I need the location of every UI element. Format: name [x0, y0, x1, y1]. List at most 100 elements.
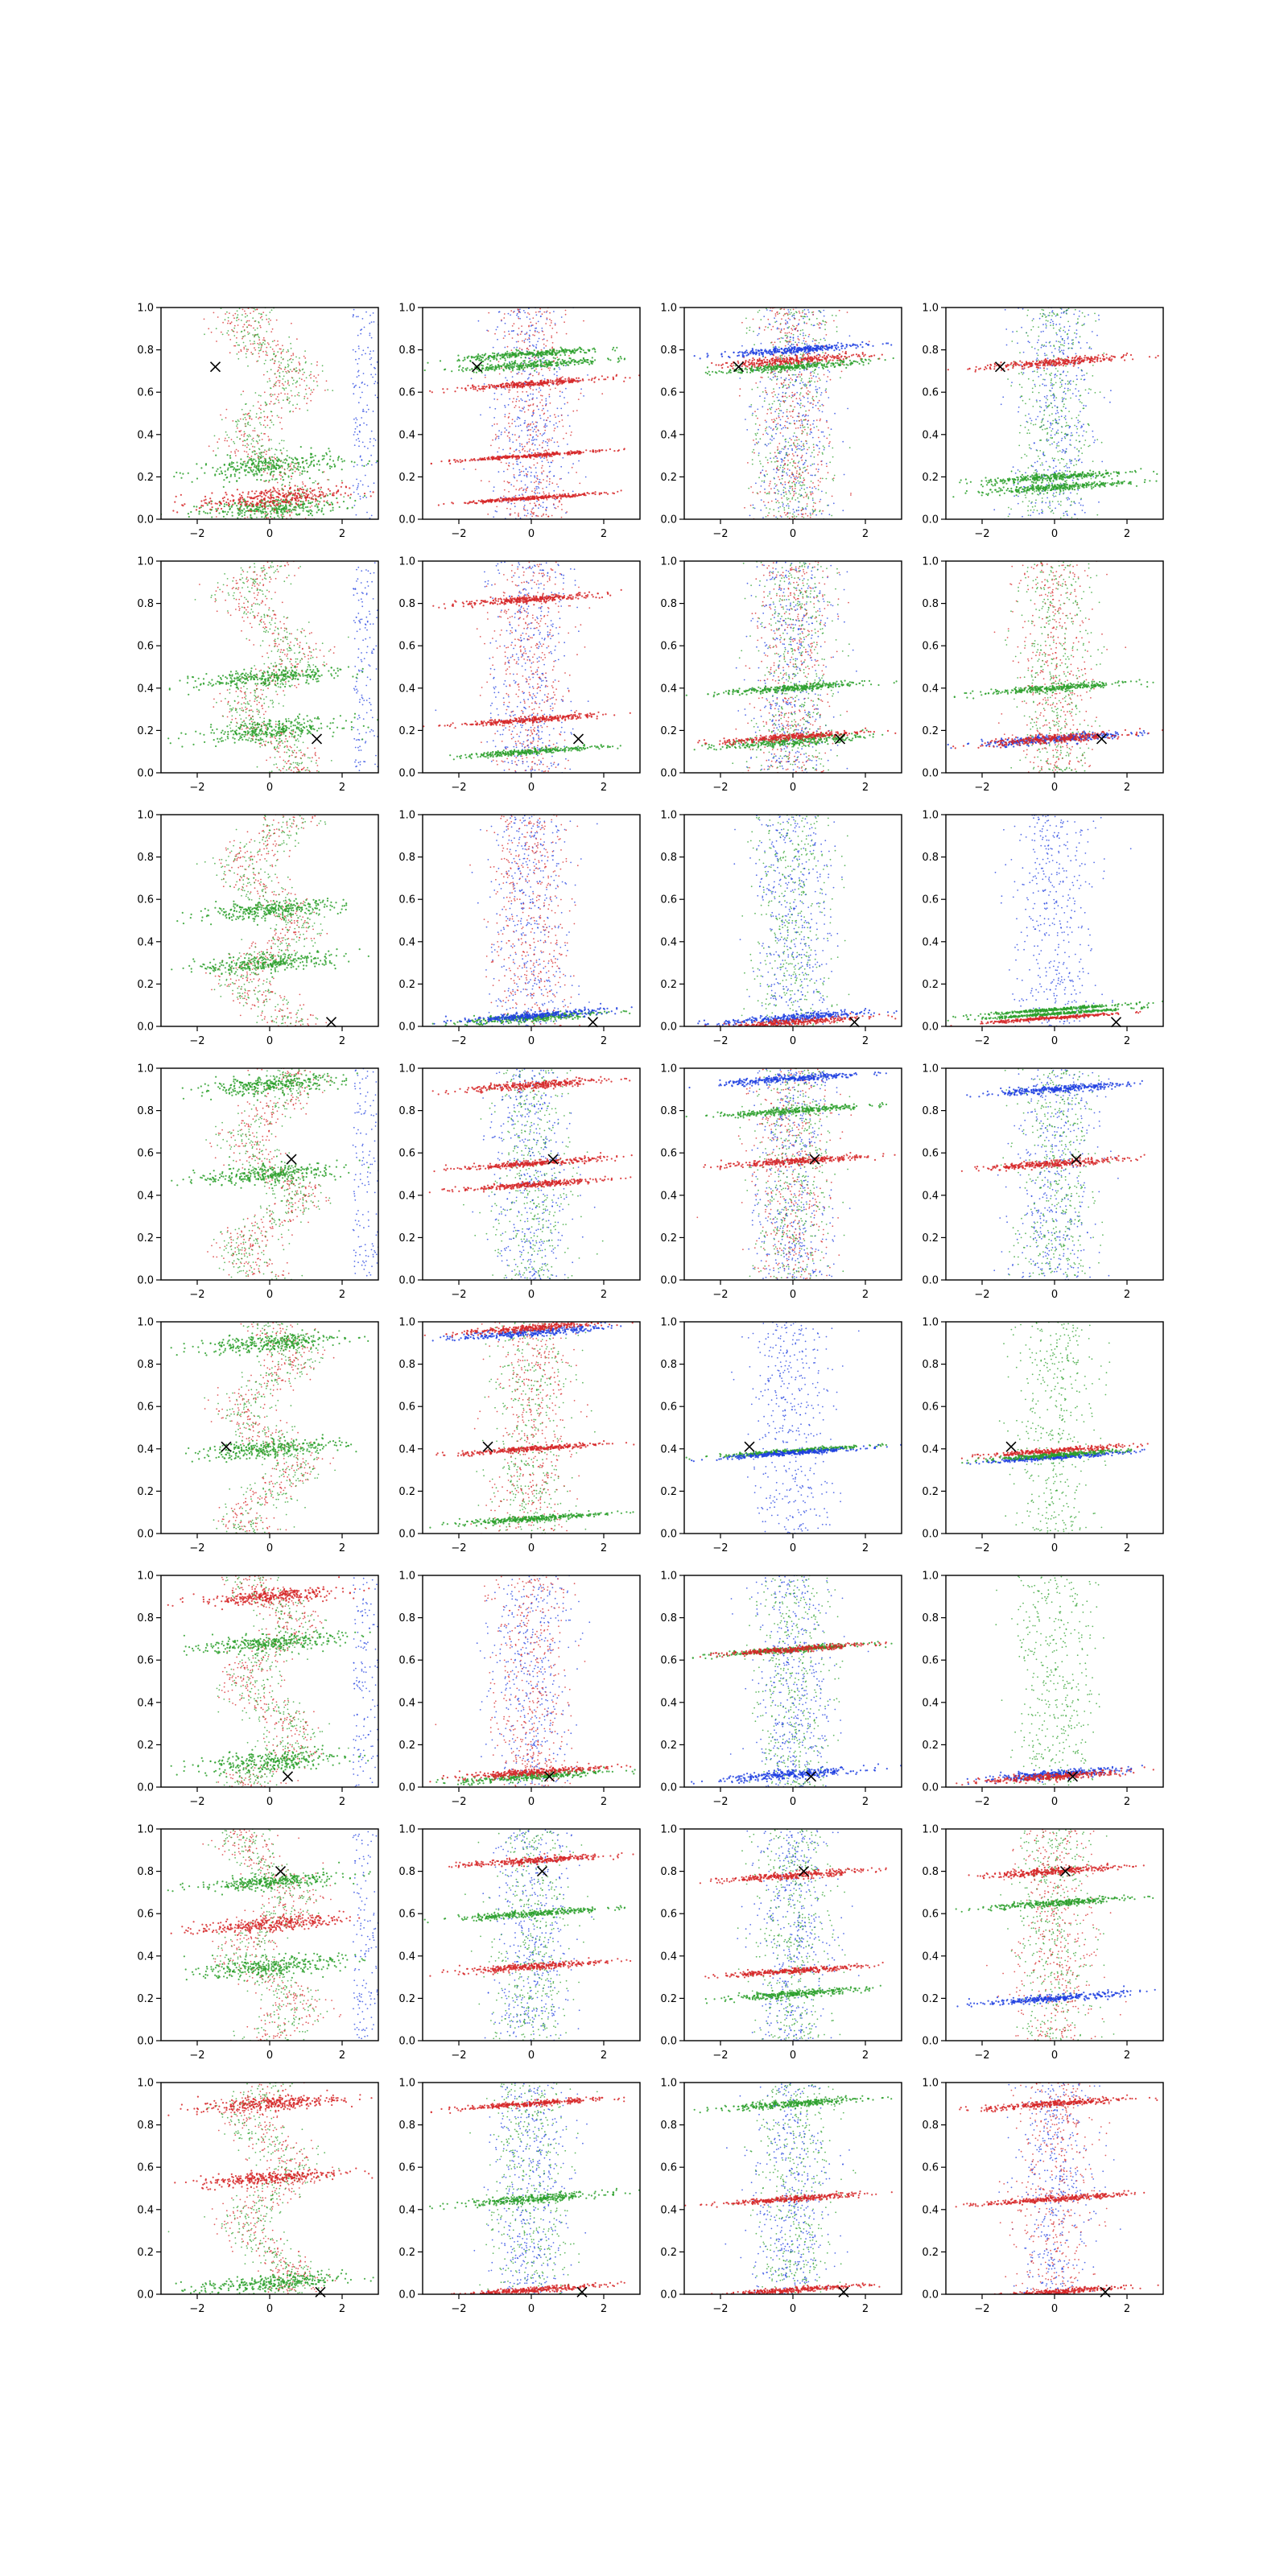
- data-point: [803, 426, 806, 428]
- data-point: [539, 415, 541, 417]
- data-point: [506, 429, 508, 431]
- data-point: [282, 500, 284, 502]
- data-point: [592, 492, 594, 494]
- data-point: [307, 510, 309, 513]
- data-point: [386, 417, 387, 419]
- data-point: [546, 459, 548, 461]
- data-point: [460, 387, 463, 390]
- data-point: [288, 358, 291, 361]
- data-point: [518, 457, 520, 460]
- data-point: [801, 378, 803, 380]
- data-point: [294, 494, 296, 497]
- data-point: [256, 435, 258, 437]
- data-point: [502, 382, 504, 385]
- data-point: [478, 359, 481, 361]
- data-point: [215, 516, 217, 518]
- data-point: [250, 435, 251, 437]
- data-point: [240, 458, 242, 460]
- data-point: [225, 431, 227, 433]
- data-point: [771, 402, 774, 405]
- data-point: [248, 504, 250, 506]
- data-point: [537, 452, 539, 454]
- data-point: [358, 445, 360, 448]
- data-point: [310, 461, 312, 464]
- data-point: [283, 399, 284, 402]
- data-point: [252, 458, 254, 460]
- data-point: [550, 322, 552, 324]
- data-point: [258, 467, 260, 469]
- data-point: [511, 455, 514, 457]
- data-point: [273, 504, 275, 506]
- data-point: [813, 456, 815, 458]
- data-point: [296, 338, 298, 341]
- data-point: [805, 384, 807, 386]
- data-point: [275, 345, 277, 347]
- data-point: [258, 492, 261, 494]
- data-point: [277, 492, 279, 494]
- data-point: [549, 402, 551, 404]
- data-point: [538, 507, 539, 509]
- data-point: [321, 471, 324, 473]
- data-point: [778, 412, 780, 415]
- data-point: [338, 506, 341, 509]
- data-point: [352, 382, 354, 385]
- data-point: [537, 354, 539, 357]
- data-point: [283, 468, 286, 470]
- data-point: [501, 501, 503, 503]
- data-point: [537, 485, 539, 488]
- data-point: [215, 328, 217, 330]
- data-point: [280, 392, 283, 394]
- data-point: [281, 484, 283, 486]
- data-point: [523, 445, 526, 448]
- data-point: [561, 391, 564, 394]
- data-point: [253, 308, 255, 310]
- data-point: [531, 427, 534, 429]
- data-point: [572, 410, 575, 412]
- data-point: [534, 369, 536, 372]
- data-point: [291, 461, 293, 464]
- data-point: [258, 510, 260, 513]
- data-point: [519, 312, 521, 313]
- data-point: [532, 393, 534, 395]
- data-point: [506, 456, 508, 459]
- data-point: [267, 321, 270, 323]
- data-point: [501, 457, 503, 460]
- data-point: [486, 363, 489, 365]
- data-point: [198, 513, 200, 515]
- data-point: [779, 341, 782, 343]
- data-point: [287, 350, 290, 353]
- data-point: [584, 494, 587, 497]
- data-point: [503, 362, 506, 365]
- data-point: [293, 466, 295, 469]
- data-point: [237, 502, 240, 505]
- data-point: [500, 497, 502, 500]
- data-point: [543, 361, 546, 364]
- data-point: [526, 455, 529, 457]
- data-point: [236, 461, 238, 464]
- data-point: [270, 464, 274, 466]
- data-point: [268, 318, 270, 320]
- data-point: [363, 326, 365, 328]
- data-point: [495, 366, 497, 369]
- data-point: [284, 381, 287, 383]
- data-point: [795, 341, 796, 343]
- data-point: [765, 430, 766, 431]
- data-point: [795, 515, 798, 518]
- data-point: [374, 382, 375, 385]
- data-point: [569, 453, 572, 456]
- data-point: [282, 479, 284, 481]
- data-point: [250, 410, 251, 411]
- data-point: [312, 459, 315, 462]
- data-point: [268, 343, 270, 345]
- data-point: [365, 311, 367, 313]
- data-point: [258, 346, 260, 349]
- data-point: [620, 489, 622, 492]
- data-point: [808, 447, 810, 448]
- data-point: [353, 386, 355, 389]
- data-point: [543, 364, 546, 365]
- data-point: [464, 368, 467, 370]
- data-point: [279, 471, 282, 473]
- data-point: [785, 440, 786, 443]
- data-point: [795, 499, 797, 501]
- data-point: [488, 366, 491, 369]
